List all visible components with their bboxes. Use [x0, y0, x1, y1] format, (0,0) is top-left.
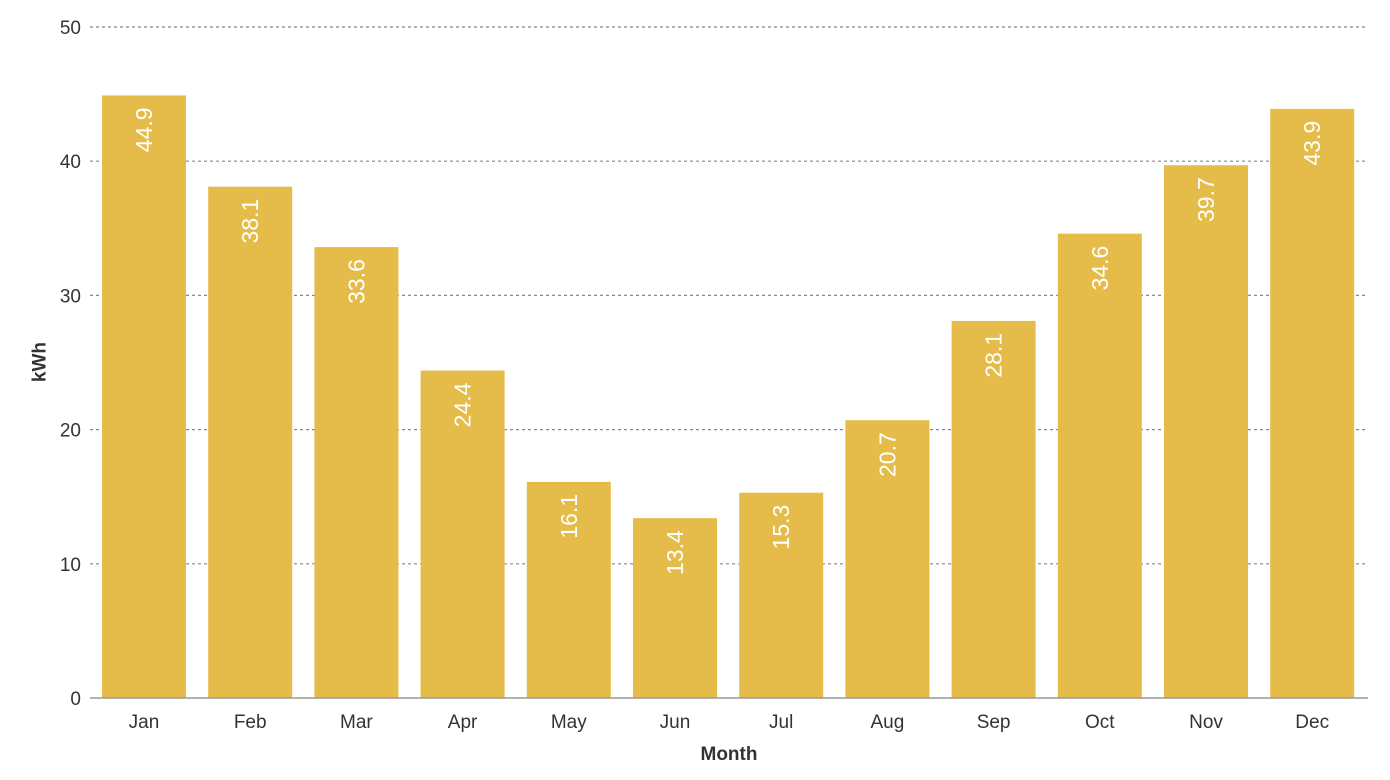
bar — [633, 518, 717, 698]
x-tick-label: Mar — [340, 712, 373, 733]
x-axis-title: Month — [701, 744, 758, 765]
y-tick-label: 30 — [60, 286, 81, 307]
bar-value-label: 38.1 — [237, 199, 263, 244]
y-tick-label: 40 — [60, 152, 81, 173]
y-tick-label: 20 — [60, 421, 81, 442]
bar-value-label: 33.6 — [343, 259, 369, 304]
bar — [1270, 108, 1355, 698]
bar — [739, 492, 824, 698]
bar-value-label: 13.4 — [662, 530, 688, 575]
x-tick-label: Nov — [1189, 712, 1223, 733]
bar — [208, 186, 293, 698]
x-tick-label: Dec — [1295, 712, 1329, 733]
bar-value-label: 34.6 — [1087, 246, 1113, 291]
bar-value-label: 28.1 — [981, 333, 1007, 378]
bar — [845, 420, 930, 698]
y-axis-title: kWh — [30, 342, 51, 382]
bar — [951, 320, 1036, 698]
x-tick-label: Aug — [870, 712, 904, 733]
x-axis-ticks: Jan Feb Mar Apr May Jun Jul Aug Sep Oct Nov Dec — [129, 712, 1329, 733]
bar-value-label: 39.7 — [1193, 177, 1219, 222]
y-tick-label: 50 — [60, 18, 81, 39]
bar — [1057, 233, 1142, 698]
gridlines — [90, 26, 1368, 565]
bar-value-label: 43.9 — [1299, 121, 1325, 166]
y-axis-ticks: 0 10 20 30 40 50 — [60, 18, 81, 710]
bar — [1164, 165, 1248, 698]
bar-value-label: 15.3 — [768, 505, 794, 550]
bar-value-label: 24.4 — [450, 382, 476, 427]
x-tick-label: May — [551, 712, 587, 733]
y-tick-label: 0 — [70, 689, 81, 710]
x-tick-label: Jun — [660, 712, 691, 733]
y-tick-label: 10 — [60, 555, 81, 576]
bars — [102, 95, 1355, 698]
x-tick-label: Oct — [1085, 712, 1115, 733]
bar — [526, 481, 611, 698]
x-tick-label: Feb — [234, 712, 267, 733]
bar — [314, 247, 399, 698]
bar-value-label: 44.9 — [131, 107, 157, 152]
bar — [102, 95, 186, 698]
bar-value-labels: 44.9 38.1 33.6 24.4 16.1 13.4 15.3 20.7 28.1 34.6… — [131, 107, 1325, 574]
x-tick-label: Jul — [769, 712, 793, 733]
x-tick-label: Jan — [129, 712, 160, 733]
x-tick-label: Sep — [977, 712, 1011, 733]
bar-value-label: 16.1 — [556, 494, 582, 539]
x-tick-label: Apr — [448, 712, 478, 733]
bar-value-label: 20.7 — [874, 432, 900, 477]
bar — [420, 370, 505, 698]
